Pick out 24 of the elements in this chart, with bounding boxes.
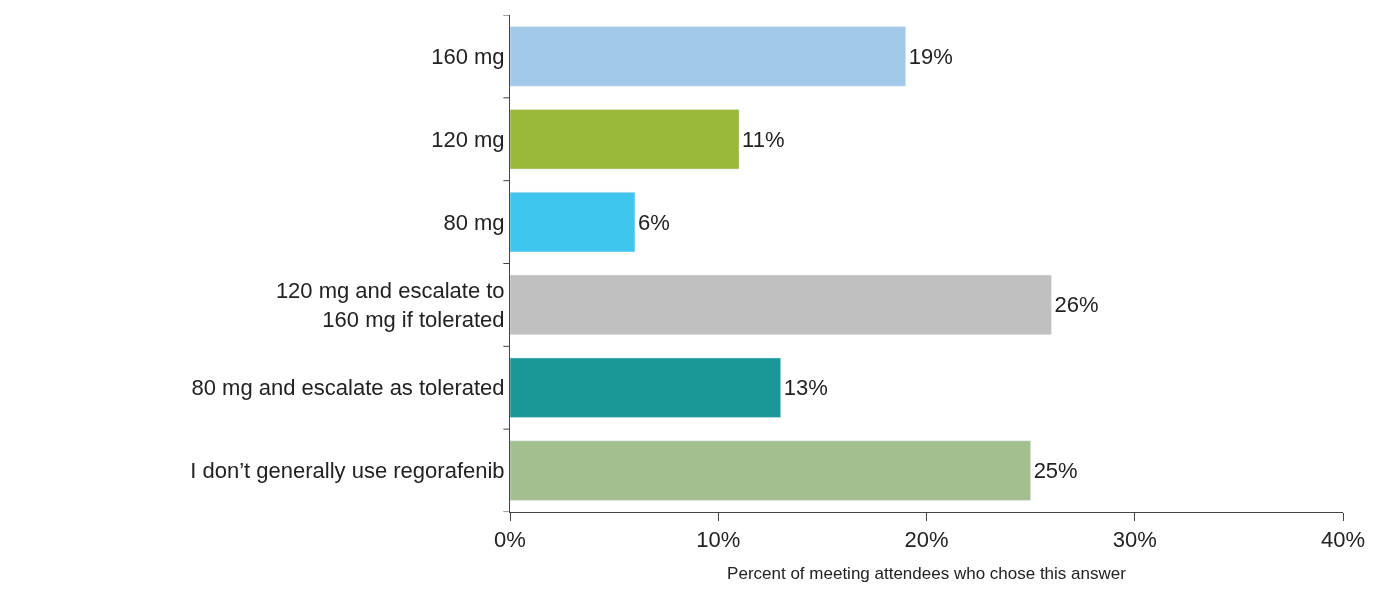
x-tick-label: 10%: [696, 527, 741, 553]
x-tick-label: 0%: [494, 527, 526, 553]
y-tick-label: 80 mg and escalate as tolerated: [191, 375, 505, 401]
x-tick-label: 30%: [1112, 527, 1157, 553]
bar: [510, 440, 1031, 501]
data-label: 19%: [908, 43, 953, 69]
data-label: 26%: [1054, 292, 1099, 318]
bar: [510, 109, 740, 170]
x-tick-label: 20%: [904, 527, 949, 553]
x-tick-label: 40%: [1320, 527, 1366, 553]
data-label: 11%: [742, 126, 785, 152]
bar: [510, 357, 781, 418]
bar: [510, 192, 636, 253]
y-tick-label: 160 mg: [431, 44, 505, 70]
y-tick-label: 120 mg and escalate to 160 mg if tolerated: [275, 278, 505, 332]
y-tick-label: I don’t generally use regorafenib: [190, 458, 505, 484]
data-label: 25%: [1033, 458, 1078, 484]
data-label: 13%: [783, 375, 828, 401]
y-tick-label: 120 mg: [431, 126, 505, 152]
x-axis-title: Percent of meeting attendees who chose this answer: [727, 563, 1127, 583]
y-tick-label: 80 mg: [443, 209, 505, 235]
data-label: 6%: [637, 209, 670, 235]
bar: [510, 26, 906, 87]
bar: [510, 274, 1052, 335]
